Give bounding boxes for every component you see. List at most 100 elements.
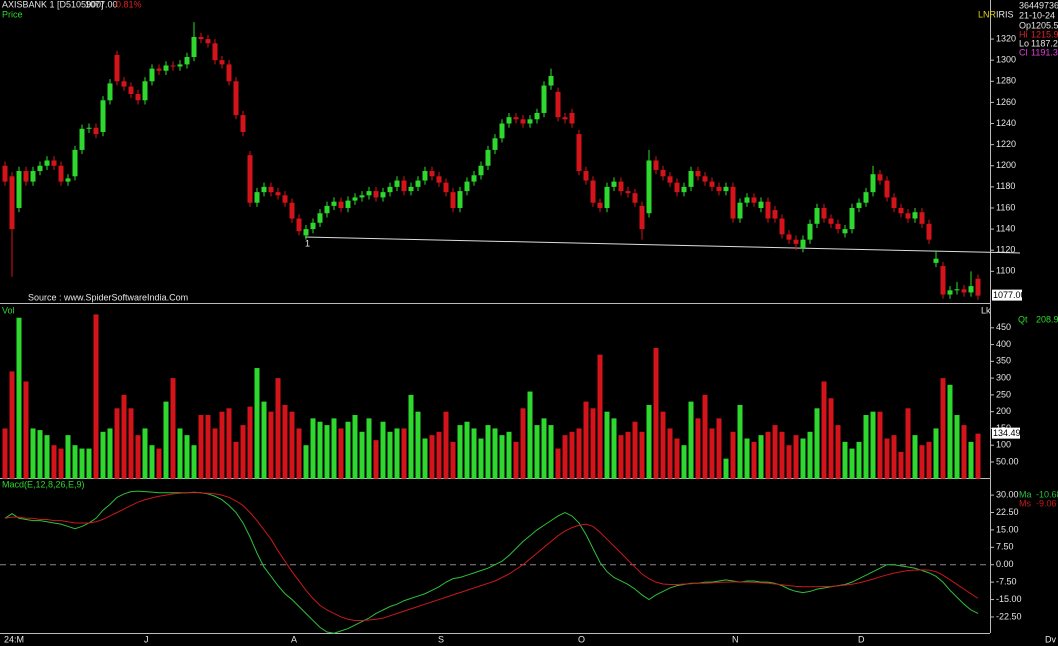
y-tick-label: 1120 (996, 245, 1015, 255)
candle-body (184, 57, 190, 65)
candle-body (975, 278, 981, 296)
candle-body (436, 176, 442, 183)
volume-bar (135, 435, 141, 479)
candle-body (415, 180, 421, 187)
volume-bar (37, 430, 43, 479)
candle-body (191, 36, 197, 58)
y-tick-label: 400 (996, 339, 1011, 349)
y-tick-label: 1180 (996, 181, 1015, 191)
volume-bar (828, 398, 834, 479)
volume-bar (387, 431, 393, 479)
candle-body (807, 223, 813, 240)
legend-value: -10.68 (1036, 489, 1058, 499)
candle-body (814, 207, 820, 224)
volume-bar (632, 421, 638, 479)
candle-body (58, 165, 64, 182)
volume-bar (688, 401, 694, 479)
candle-body (114, 54, 120, 82)
macd-line (4, 490, 979, 634)
volume-bar (723, 458, 729, 479)
candle-body (9, 176, 15, 230)
candle-body (674, 182, 680, 193)
last-price-box (992, 289, 1022, 301)
candle-body (667, 176, 673, 183)
candle-body (373, 191, 379, 198)
candle-body (716, 186, 722, 192)
volume-bar (499, 435, 505, 479)
legend-label: Ma (1019, 489, 1032, 499)
candle-body (338, 201, 344, 208)
candle-body (261, 186, 267, 193)
volume-bar (275, 378, 281, 479)
candle-body (331, 201, 337, 206)
volume-bar (912, 435, 918, 479)
volume-bar (968, 441, 974, 479)
candle-body (135, 93, 141, 101)
volume-bar (583, 401, 589, 479)
panel-title: Macd(E,12,8,26,E,9) (2, 479, 85, 489)
info-volume: 36449736.00 (1019, 0, 1058, 10)
volume-bar (590, 408, 596, 479)
candle-body (548, 76, 554, 86)
volume-bar (247, 406, 253, 479)
volume-bar (527, 391, 533, 479)
candle-body (37, 165, 43, 172)
volume-bar (954, 415, 960, 479)
candle-body (219, 60, 225, 65)
candle-body (583, 171, 589, 181)
candle-body (527, 119, 533, 124)
readout-value: 208.91 (1036, 314, 1058, 324)
volume-bar (212, 428, 218, 479)
volume-bar (835, 425, 841, 479)
y-tick-label: 1260 (996, 97, 1016, 107)
volume-bar (667, 428, 673, 479)
unit: Lk (981, 305, 991, 315)
volume-bar (163, 401, 169, 479)
candle-body (786, 234, 792, 240)
volume-bar (205, 415, 211, 479)
candle-body (828, 218, 834, 224)
volume-bar (513, 441, 519, 479)
candle-body (429, 171, 435, 177)
candle-body (576, 134, 582, 172)
candle-body (905, 213, 911, 219)
volume-bar (814, 408, 820, 479)
candle-body (898, 207, 904, 214)
readout-label: Qt (1018, 314, 1028, 324)
candle-body (394, 180, 400, 187)
candle-body (268, 186, 274, 193)
volume-bar (121, 394, 127, 479)
volume-bar (240, 425, 246, 479)
candle-body (772, 210, 778, 219)
volume-bar (786, 445, 792, 479)
candle-body (912, 212, 918, 219)
candle-body (282, 195, 288, 203)
candle-body (310, 222, 316, 230)
volume-bar (779, 431, 785, 479)
volume-bar (485, 425, 491, 479)
volume-bar (464, 421, 470, 479)
candle-body (324, 205, 330, 214)
volume-bar (114, 408, 120, 479)
x-tick-label: A (291, 634, 297, 644)
info-value: 1187.20 (1031, 38, 1058, 48)
y-tick-label: 100 (996, 440, 1011, 450)
volume-bar (492, 428, 498, 479)
volume-bar (674, 438, 680, 479)
volume-bar (457, 425, 463, 479)
last-volume-label: 134.49 (993, 428, 1021, 438)
candle-body (233, 81, 239, 116)
y-tick-label: 50.00 (996, 456, 1019, 466)
volume-bar (744, 438, 750, 479)
candle-body (870, 174, 876, 193)
volume-bar (170, 378, 176, 479)
volume-bar (709, 428, 715, 479)
volume-bar (653, 347, 659, 479)
volume-bar (870, 411, 876, 479)
candle-body (961, 289, 967, 293)
candle-body (366, 191, 372, 196)
x-tick-label: S (438, 634, 444, 644)
volume-bar (23, 381, 29, 479)
candle-body (275, 192, 281, 196)
volume-bar (751, 441, 757, 479)
